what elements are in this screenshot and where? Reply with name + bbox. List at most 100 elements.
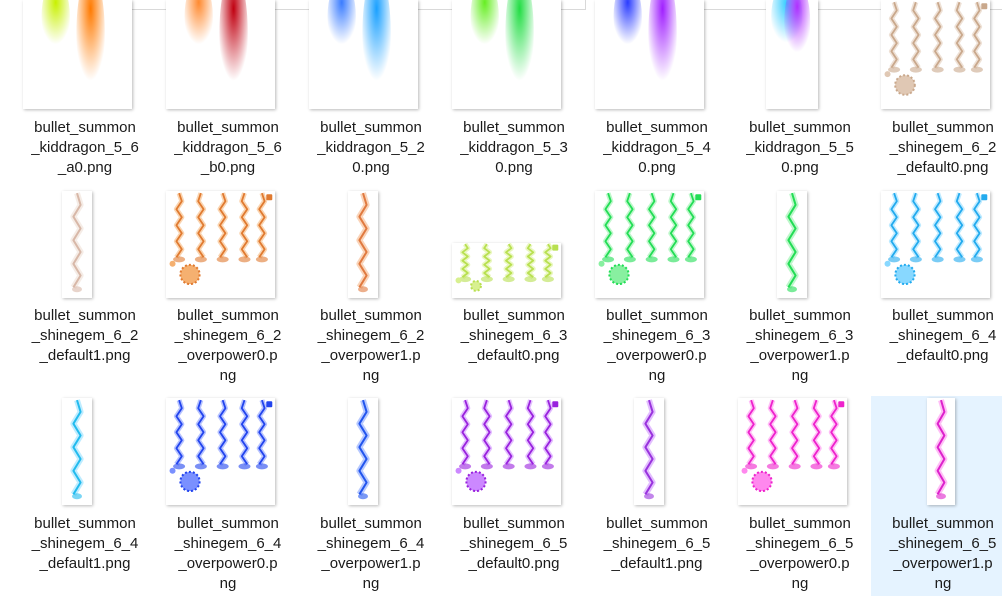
file-item[interactable]: bullet_summon _shinegem_6_3 _overpower0.p n… <box>592 188 722 391</box>
file-name-line: bullet_summon <box>749 307 851 324</box>
bolt-base <box>745 463 758 470</box>
burst-shape <box>608 263 630 286</box>
bolt-core <box>219 192 227 258</box>
thumbnail-image <box>884 192 988 286</box>
file-item[interactable]: bullet_summon _shinegem_6_5 _default0.png <box>449 396 579 596</box>
file-name-line: _shinegem_6_4 <box>174 535 282 552</box>
file-thumbnail <box>452 398 561 505</box>
file-item[interactable]: bullet_summon _shinegem_6_2 _overpower0.p n… <box>163 188 293 391</box>
file-name-line: bullet_summon <box>892 307 994 324</box>
file-name-label: bullet_summon _shinegem_6_4 _default1.png <box>14 514 156 574</box>
file-item[interactable]: bullet_summon _kiddragon_5_2 0.png <box>306 0 436 181</box>
bolt-base <box>541 463 554 470</box>
bolt-core <box>258 192 266 258</box>
bolt-base <box>623 256 636 263</box>
thumbnail-image <box>470 0 534 93</box>
file-item[interactable]: bullet_summon _kiddragon_5_4 0.png <box>592 0 722 181</box>
burst-shape <box>179 470 201 493</box>
bolt-base <box>541 276 554 283</box>
file-thumbnail <box>595 191 704 298</box>
file-item[interactable]: bullet_summon _shinegem_6_2 _default1.png <box>20 188 150 391</box>
file-item[interactable]: bullet_summon _shinegem_6_4 _overpower0.p n… <box>163 396 293 596</box>
file-name-line: _kiddragon_5_6 <box>174 139 282 156</box>
file-name-line: _shinegem_6_4 <box>317 535 425 552</box>
bolt-core <box>197 192 205 258</box>
file-thumbnail <box>881 0 990 109</box>
file-item[interactable]: bullet_summon _shinegem_6_2 _overpower1.p n… <box>306 188 436 391</box>
file-name-line: bullet_summon <box>463 515 565 532</box>
file-item[interactable]: bullet_summon _kiddragon_5_3 0.png <box>449 0 579 181</box>
flame-shape <box>327 0 356 52</box>
file-item[interactable]: bullet_summon _shinegem_6_5 _overpower1.p n… <box>871 396 1002 596</box>
file-name-label: bullet_summon _kiddragon_5_4 0.png <box>586 118 728 178</box>
file-item[interactable]: bullet_summon _shinegem_6_2 _default0.png <box>878 0 1002 181</box>
file-name-line: bullet_summon <box>892 119 994 136</box>
bolt-base <box>667 256 680 263</box>
bolt-base <box>480 463 493 470</box>
file-name-label: bullet_summon _shinegem_6_2 _default0.png <box>872 118 1002 178</box>
bolt-core <box>505 243 513 278</box>
bolt-core <box>505 399 513 465</box>
bolt-base <box>459 463 472 470</box>
file-name-line: _kiddragon_5_4 <box>603 139 711 156</box>
spark-dot <box>884 260 891 267</box>
file-item[interactable]: bullet_summon _shinegem_6_5 _overpower0.p n… <box>735 396 865 596</box>
file-name-line: _shinegem_6_2 <box>317 327 425 344</box>
bolt-core <box>955 192 964 258</box>
file-thumbnail <box>881 191 990 298</box>
file-name-line: bullet_summon <box>606 307 708 324</box>
file-item[interactable]: bullet_summon _shinegem_6_4 _overpower1.p n… <box>306 396 436 596</box>
bolt-core <box>934 192 942 258</box>
thumbnail-image <box>642 399 656 500</box>
bolt-core <box>787 192 797 288</box>
bolt-core <box>544 243 552 278</box>
file-name-line: bullet_summon <box>177 515 279 532</box>
file-name-line: bullet_summon <box>34 307 136 324</box>
file-name-line: bullet_summon <box>177 119 279 136</box>
bolt-base <box>936 493 946 500</box>
file-thumbnail <box>927 398 955 505</box>
flame-shape <box>362 0 391 93</box>
bolt-core <box>644 399 654 495</box>
file-name-line: bullet_summon <box>463 307 565 324</box>
file-item[interactable]: bullet_summon _shinegem_6_5 _default1.png <box>592 396 722 596</box>
bolt-core <box>769 399 777 465</box>
bolt-base <box>459 276 472 283</box>
file-name-line: _shinegem_6_4 <box>31 535 139 552</box>
file-name-line: _overpower0.p <box>178 347 278 364</box>
spark-dot <box>455 467 462 474</box>
file-item[interactable]: bullet_summon _shinegem_6_4 _default1.png <box>20 396 150 596</box>
bolt-base <box>238 463 251 470</box>
gem-square <box>838 401 845 408</box>
bolt-core <box>812 399 821 465</box>
file-thumbnail <box>634 398 664 505</box>
file-item[interactable]: bullet_summon _shinegem_6_4 _default0.png <box>878 188 1002 391</box>
file-thumbnail <box>595 0 704 109</box>
thumbnail-image <box>613 0 677 93</box>
bolt-core <box>72 192 82 288</box>
file-item[interactable]: bullet_summon _shinegem_6_3 _overpower1.p n… <box>735 188 865 391</box>
file-item[interactable]: bullet_summon _shinegem_6_3 _default0.png <box>449 188 579 391</box>
file-name-line: bullet_summon <box>34 515 136 532</box>
bolt-base <box>787 286 797 293</box>
burst-shape <box>470 279 482 292</box>
gem-square <box>552 244 559 251</box>
file-name-label: bullet_summon _kiddragon_5_2 0.png <box>300 118 442 178</box>
flame-shape <box>784 0 811 60</box>
bolt-core <box>626 192 634 258</box>
bolt-base <box>72 493 82 500</box>
bolt-base <box>216 256 229 263</box>
file-item[interactable]: bullet_summon _kiddragon_5_6 _a0.png <box>20 0 150 181</box>
file-item[interactable]: bullet_summon _kiddragon_5_6 _b0.png <box>163 0 293 181</box>
bolt-core <box>72 399 82 495</box>
bolt-core <box>544 399 552 465</box>
bolt-core <box>955 1 964 69</box>
gem-square <box>981 3 988 10</box>
bolt-base <box>173 256 186 263</box>
file-item[interactable]: bullet_summon _kiddragon_5_5 0.png <box>735 0 865 181</box>
thumbnail-image <box>884 1 988 96</box>
file-name-label: bullet_summon _kiddragon_5_5 0.png <box>729 118 871 178</box>
bolt-core <box>936 399 946 495</box>
flame-shape <box>648 0 677 93</box>
file-name-line: bullet_summon <box>606 119 708 136</box>
